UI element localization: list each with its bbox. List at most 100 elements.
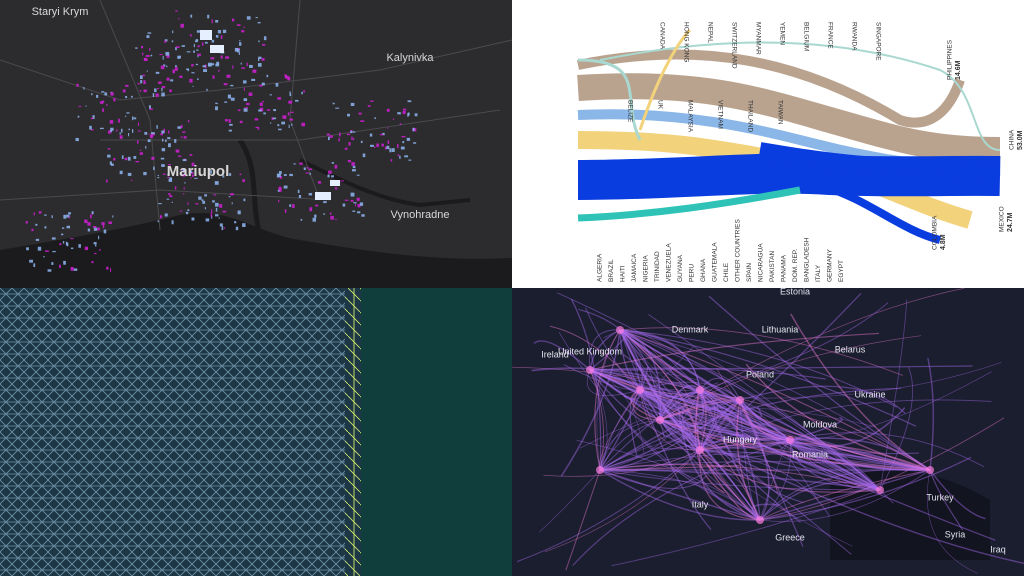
dot (301, 91, 303, 95)
bright-building (330, 180, 340, 186)
dot (119, 170, 123, 175)
dot (230, 97, 235, 101)
dot (288, 124, 290, 128)
dot (187, 202, 189, 205)
dot (261, 82, 265, 86)
dot (160, 65, 165, 70)
dot (161, 164, 165, 167)
dot (109, 120, 114, 124)
flight-path (659, 419, 791, 441)
dot (266, 74, 269, 78)
flow-label: DOM. REP. (792, 249, 799, 282)
dot (297, 189, 300, 194)
dot (215, 63, 220, 67)
dot (413, 142, 417, 144)
dot (167, 177, 170, 179)
dot (391, 148, 395, 152)
dot (124, 157, 128, 161)
dot (158, 81, 162, 84)
dot (127, 172, 132, 176)
dot (340, 180, 344, 182)
dot (278, 128, 282, 131)
flow (577, 58, 642, 141)
flow-label: MALAYSIA (686, 100, 693, 133)
airport-glow (656, 416, 664, 424)
flight-path (739, 399, 881, 491)
flight-path (619, 329, 791, 441)
dot (180, 125, 183, 128)
dot (215, 207, 218, 212)
flight-path (699, 389, 931, 471)
dot (175, 46, 180, 48)
dot (93, 242, 97, 245)
dot (167, 137, 171, 140)
flight-path (929, 469, 986, 520)
dot (101, 100, 105, 103)
dot (161, 92, 165, 97)
dot (263, 36, 267, 41)
dot (258, 56, 262, 59)
dot (159, 215, 163, 219)
dot (241, 67, 245, 69)
dot (91, 128, 94, 131)
country-label: Lithuania (762, 324, 799, 334)
dot (181, 45, 185, 47)
dot (220, 55, 223, 59)
dot (196, 30, 201, 33)
flow (818, 181, 942, 244)
flow-label: VIETNAM (716, 100, 723, 129)
country-label: Moldova (803, 419, 837, 429)
destination-label: MEXICO (999, 206, 1006, 232)
flight-path (759, 469, 931, 521)
flight-path (759, 469, 931, 522)
dot (137, 122, 140, 126)
destination-label: CHINA (1009, 129, 1016, 150)
flight-path (789, 437, 931, 471)
flight-path (599, 399, 741, 471)
flow-label: PERU (689, 264, 696, 282)
dot (204, 207, 207, 210)
flight-path (589, 329, 621, 371)
dot (331, 175, 334, 178)
airport-glow (736, 396, 744, 404)
dot (367, 105, 371, 107)
flight-path (589, 329, 621, 371)
dot (215, 19, 219, 23)
dot (91, 261, 94, 264)
flight-path (699, 449, 761, 521)
dot (334, 187, 338, 190)
flow-label: HAITI (620, 265, 627, 282)
flight-path (589, 369, 881, 491)
flight-path (659, 419, 791, 449)
flight-path (589, 369, 791, 441)
flight-path (739, 399, 779, 494)
country-label: Denmark (672, 324, 709, 334)
flow-label: BELGIUM (802, 22, 809, 51)
dot (183, 169, 187, 173)
place-label: Staryi Krym (32, 6, 89, 18)
flight-path (789, 439, 881, 491)
dot (273, 109, 277, 112)
dot (360, 120, 365, 122)
dot (175, 149, 180, 153)
dot (33, 263, 36, 268)
flight-path (659, 391, 741, 421)
dot (63, 214, 67, 219)
dot (230, 84, 234, 87)
place-label: Mariupol (167, 163, 230, 180)
dot (176, 169, 178, 172)
dot (168, 164, 172, 166)
flight-path (699, 449, 853, 547)
flight-path (639, 389, 701, 398)
dot (399, 155, 401, 159)
dot (263, 112, 266, 115)
dot (92, 115, 95, 119)
flight-path (699, 434, 750, 451)
flight-path (699, 449, 881, 491)
dot (113, 158, 116, 161)
road (0, 39, 513, 101)
flight-path (619, 329, 701, 451)
dot (91, 211, 94, 215)
dot (281, 121, 286, 125)
dot (348, 142, 351, 146)
